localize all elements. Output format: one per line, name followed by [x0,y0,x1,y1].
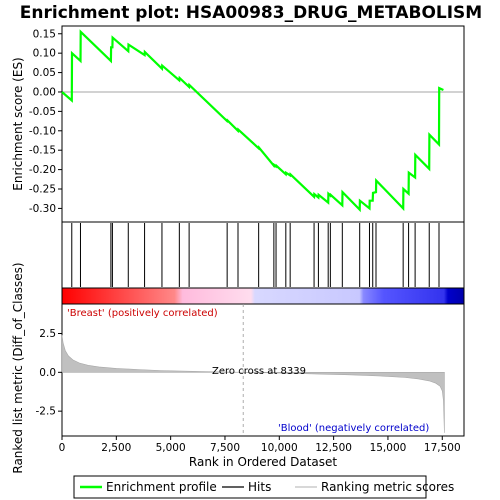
x-tick-label: 2,500 [101,442,131,454]
x-tick-label: 10,000 [261,442,298,454]
hits-panel-frame [61,221,465,289]
metric-tick-label: 0.0 [39,367,56,379]
positive-class-label: 'Breast' (positively correlated) [67,308,218,319]
metric-axis: 2.5 0.0 -2.5 [36,328,62,418]
es-panel-frame [61,25,465,223]
es-tick-label: -0.10 [29,125,56,137]
legend-label: Enrichment profile [106,480,217,494]
metric-y-axis-label: Ranked list metric (Diff_of_Classes) [11,262,25,473]
es-tick-label: -0.20 [29,164,56,176]
x-axis-label: Rank in Ordered Dataset [189,455,337,469]
zero-cross-label: Zero cross at 8339 [212,366,306,377]
x-tick-label: 12,500 [315,442,352,454]
es-tick-label: -0.30 [29,203,56,215]
es-tick-label: 0.05 [33,67,56,79]
es-tick-label: -0.25 [29,184,56,196]
metric-tick-label: -2.5 [36,406,57,418]
legend-label: Hits [248,480,271,494]
legend-box [73,475,427,499]
legend-label: Ranking metric scores [321,480,454,494]
x-tick-label: 7,500 [210,442,240,454]
es-tick-label: 0.15 [33,28,56,40]
enrichment-profile-line [61,29,444,213]
x-axis: 0 2,500 5,000 7,500 10,000 12,500 15,000 17,500 [59,436,461,454]
x-tick-label: 0 [59,442,66,454]
es-axis: 0.15 0.10 0.05 0.00 -0.05 -0.10 -0.15 -0.20 -0.2… [29,28,464,215]
x-tick-label: 15,000 [370,442,407,454]
es-tick-label: -0.05 [29,106,56,118]
ranked-list-heat-bar [61,287,465,305]
negative-class-label: 'Blood' (negatively correlated) [278,423,429,434]
metric-tick-label: 2.5 [39,328,56,340]
legend: Enrichment profile Hits Ranking metric sco… [80,480,454,494]
chart-title: Enrichment plot: HSA00983_DRUG_METABOLIS… [20,3,482,23]
x-tick-label: 17,500 [424,442,461,454]
es-y-axis-label: Enrichment score (ES) [11,57,25,190]
hits-layer [71,223,440,287]
es-tick-label: 0.00 [33,86,56,98]
ranking-metric-area [61,335,445,433]
es-tick-label: -0.15 [29,145,56,157]
es-profile-layer [61,29,444,213]
x-tick-label: 5,000 [156,442,186,454]
es-tick-label: 0.10 [33,48,56,60]
metric-layer [61,304,445,436]
